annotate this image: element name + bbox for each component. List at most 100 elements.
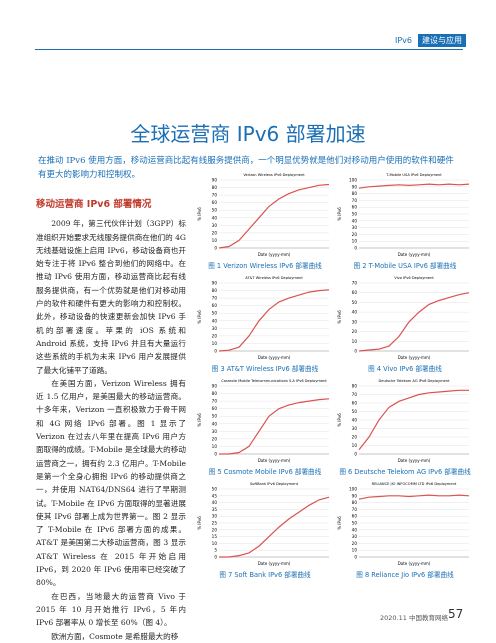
y-tick-label: 60 bbox=[352, 205, 358, 210]
x-label: Date (yyyy-mm) bbox=[258, 355, 291, 360]
y-tick-label: 40 bbox=[352, 527, 358, 532]
line bbox=[358, 183, 470, 189]
caption: 图 7 Soft Bank IPv6 部署曲线 bbox=[219, 570, 311, 579]
paragraph: 2009 年，第三代伙伴计划（3GPP）标准组织开始要求无线服务提供商在他们的 … bbox=[36, 219, 186, 375]
y-tick-label: 0 bbox=[214, 349, 217, 354]
x-label: Date (yyyy-mm) bbox=[258, 458, 291, 463]
y-tick-label: 10 bbox=[352, 339, 358, 344]
y-tick-label: 30 bbox=[352, 426, 358, 431]
y-tick-label: 80 bbox=[212, 391, 218, 396]
y-tick-label: 70 bbox=[212, 193, 218, 198]
y-tick-label: 90 bbox=[212, 384, 218, 389]
y-tick-label: 80 bbox=[352, 500, 358, 505]
figure: Deutsche Telekom AG IPv6 Deployment % IPv… bbox=[337, 379, 471, 476]
y-tick-label: 90 bbox=[212, 281, 218, 286]
y-label: % IPv6 bbox=[197, 310, 202, 324]
y-tick-label: 30 bbox=[212, 223, 218, 228]
y-tick-label: 70 bbox=[212, 296, 218, 301]
line bbox=[218, 289, 330, 352]
column: 建设与应用 bbox=[418, 34, 466, 47]
caption: 图 3 AT&T Wireless IPv6 部署曲线 bbox=[212, 364, 319, 373]
y-tick-label: 20 bbox=[352, 232, 358, 237]
x-label: Date (yyyy-mm) bbox=[398, 561, 431, 566]
line bbox=[358, 292, 470, 352]
caption: 图 8 Reliance Jio IPv6 部署曲线 bbox=[356, 570, 454, 579]
y-tick-label: 10 bbox=[212, 541, 218, 546]
y-tick-label: 100 bbox=[349, 487, 357, 492]
y-tick-label: 60 bbox=[352, 290, 358, 295]
y-tick-label: 45 bbox=[212, 493, 218, 498]
y-tick-label: 90 bbox=[352, 184, 358, 189]
y-tick-label: 70 bbox=[352, 507, 358, 512]
caption: 图 4 Vivo IPv6 部署曲线 bbox=[368, 364, 442, 373]
y-tick-label: 10 bbox=[352, 239, 358, 244]
y-tick-label: 20 bbox=[212, 527, 218, 532]
y-tick-label: 70 bbox=[352, 281, 358, 286]
figure: Verizon Wireless IPv6 Deployment % IPv6 0 1… bbox=[197, 173, 330, 270]
y-tick-label: 70 bbox=[212, 399, 218, 404]
y-label: % IPv6 bbox=[337, 413, 342, 427]
page-number: 57 bbox=[448, 607, 464, 621]
caption: 图 5 Cosmote Mobile IPv6 部署曲线 bbox=[209, 467, 322, 476]
y-label: % IPv6 bbox=[197, 207, 202, 221]
x-label: Date (yyyy-mm) bbox=[258, 252, 291, 257]
y-tick-label: 30 bbox=[352, 225, 358, 230]
y-tick-label: 50 bbox=[212, 208, 218, 213]
chart-title: Deutsche Telekom AG IPv6 Deployment bbox=[378, 379, 450, 383]
chart-title: Cosmote Mobile Telecommunications S.A IP… bbox=[221, 379, 327, 383]
y-tick-label: 30 bbox=[352, 319, 358, 324]
y-label: % IPv6 bbox=[337, 207, 342, 221]
y-tick-label: 40 bbox=[212, 421, 218, 426]
y-tick-label: 30 bbox=[352, 534, 358, 539]
y-tick-label: 70 bbox=[352, 198, 358, 203]
y-tick-label: 0 bbox=[354, 555, 357, 560]
y-tick-label: 60 bbox=[212, 303, 218, 308]
y-tick-label: 0 bbox=[214, 555, 217, 560]
line bbox=[358, 389, 469, 451]
issue: 2020.11 中国教育网络 bbox=[380, 614, 448, 622]
x-label: Date (yyyy-mm) bbox=[398, 355, 431, 360]
y-label: % IPv6 bbox=[197, 413, 202, 427]
heading: 移动运营商 IPv6 部署情况 bbox=[36, 199, 152, 210]
y-tick-label: 60 bbox=[352, 401, 358, 406]
y-tick-label: 30 bbox=[212, 326, 218, 331]
chart-title: Verizon Wireless IPv6 Deployment bbox=[243, 173, 305, 177]
y-tick-label: 20 bbox=[352, 541, 358, 546]
y-tick-label: 15 bbox=[212, 534, 218, 539]
chart-title: RELIANCE JIO INFOCOMM LTD IPv6 Deploymen… bbox=[372, 482, 457, 486]
y-tick-label: 80 bbox=[212, 185, 218, 190]
y-tick-label: 30 bbox=[212, 514, 218, 519]
rule bbox=[35, 49, 463, 50]
article: 移动运营商 IPv6 部署情况 2009 年，第三代伙伴计划（3GPP）标准组织… bbox=[36, 198, 186, 643]
section: IPv6 bbox=[395, 36, 413, 45]
x-label: Date (yyyy-mm) bbox=[398, 252, 431, 257]
y-tick-label: 0 bbox=[354, 246, 357, 251]
y-tick-label: 50 bbox=[212, 311, 218, 316]
figure: SoftBank IPv6 Deployment % IPv6 0 5 10 15 2025… bbox=[197, 482, 330, 579]
y-tick-label: 60 bbox=[212, 200, 218, 205]
figure: Vivo IPv6 Deployment % IPv6 0 10 20 30 40 50 60 7… bbox=[337, 276, 470, 373]
chart-title: AT&T Wireless IPv6 Deployment bbox=[245, 276, 303, 280]
line bbox=[219, 496, 330, 558]
x-label: Date (yyyy-mm) bbox=[398, 458, 431, 463]
y-tick-label: 100 bbox=[349, 178, 357, 183]
y-tick-label: 40 bbox=[212, 500, 218, 505]
chart-title: T-Mobile USA IPv6 Deployment bbox=[385, 173, 442, 177]
y-tick-label: 40 bbox=[352, 310, 358, 315]
y-tick-label: 70 bbox=[352, 392, 358, 397]
chart-title: SoftBank IPv6 Deployment bbox=[250, 482, 299, 486]
y-label: % IPv6 bbox=[197, 516, 202, 530]
caption: 图 6 Deutsche Telekom AG IPv6 部署曲线 bbox=[339, 467, 471, 476]
line bbox=[218, 183, 330, 249]
figure: T-Mobile USA IPv6 Deployment % IPv6 0 10 20 3… bbox=[337, 173, 470, 270]
y-tick-label: 50 bbox=[212, 414, 218, 419]
caption: 图 1 Verizon Wireless IPv6 部署曲线 bbox=[208, 261, 322, 270]
paragraph: 在美国方面，Verizon Wireless 拥有近 1.5 亿用户，是美国最大… bbox=[36, 378, 186, 588]
subtitle: 在推动 IPv6 使用方面，移动运营商比起有线服务提供商，一个明显优势就是他们对… bbox=[38, 156, 454, 180]
y-tick-label: 40 bbox=[352, 418, 358, 423]
y-tick-label: 60 bbox=[352, 514, 358, 519]
y-tick-label: 40 bbox=[352, 218, 358, 223]
y-tick-label: 50 bbox=[352, 521, 358, 526]
y-tick-label: 10 bbox=[212, 238, 218, 243]
y-tick-label: 20 bbox=[352, 329, 358, 334]
